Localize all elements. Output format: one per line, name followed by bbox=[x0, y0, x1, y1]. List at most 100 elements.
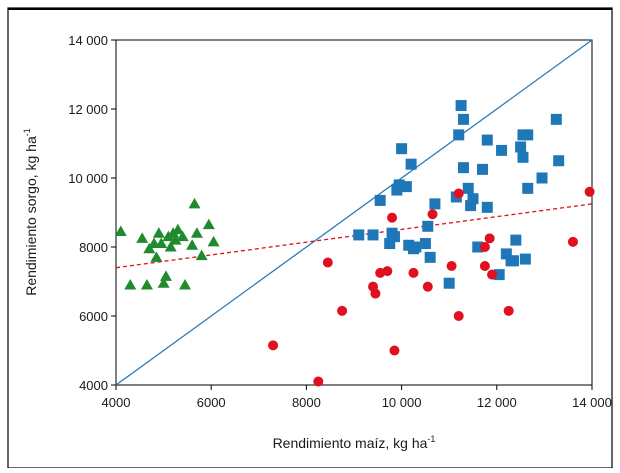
square-point bbox=[455, 100, 467, 112]
circle-point bbox=[503, 305, 514, 316]
circle-point bbox=[387, 212, 398, 223]
y-axis-label: Rendimiento sorgo, kg ha-1 bbox=[22, 128, 39, 296]
x-tick-label: 14 000 bbox=[572, 395, 612, 410]
triangle-point bbox=[207, 235, 220, 247]
y-tick-label: 6000 bbox=[79, 309, 108, 324]
square-point bbox=[536, 172, 548, 184]
triangle-point bbox=[171, 223, 184, 235]
square-point bbox=[443, 277, 455, 289]
circle-point bbox=[389, 345, 400, 356]
square-point bbox=[457, 113, 469, 125]
square-point bbox=[400, 181, 412, 193]
triangle-point bbox=[150, 251, 163, 262]
square-point bbox=[419, 238, 431, 250]
x-tick-label: 6000 bbox=[197, 395, 226, 410]
y-tick-label: 14 000 bbox=[68, 33, 108, 48]
identity-line bbox=[115, 39, 593, 386]
triangle-point bbox=[176, 230, 189, 242]
triangle-point bbox=[159, 270, 172, 281]
square-point bbox=[453, 129, 465, 141]
square-point bbox=[462, 182, 474, 194]
triangle-point bbox=[195, 249, 208, 261]
square-point bbox=[481, 201, 493, 213]
square-point bbox=[457, 162, 469, 174]
square-point bbox=[405, 158, 417, 170]
triangle-point bbox=[179, 278, 192, 290]
triangle-point bbox=[124, 278, 137, 290]
circle-point bbox=[479, 242, 490, 252]
circle-point bbox=[484, 233, 495, 244]
circle-point bbox=[337, 305, 348, 316]
square-point bbox=[384, 238, 396, 250]
circle-point bbox=[382, 266, 393, 277]
circle-point bbox=[479, 260, 490, 271]
square-point bbox=[367, 229, 379, 241]
circle-point bbox=[446, 260, 457, 271]
circle-point bbox=[453, 188, 464, 199]
square-point bbox=[353, 229, 365, 241]
square-point bbox=[429, 198, 441, 210]
triangle-point bbox=[155, 237, 168, 249]
y-axis-ticks: 4000 6000 8000 10 000 12 000 14 000 bbox=[68, 33, 116, 393]
square-point bbox=[517, 151, 529, 163]
square-point bbox=[550, 113, 562, 125]
circle-point bbox=[370, 288, 381, 299]
square-point bbox=[522, 129, 534, 141]
square-point bbox=[507, 255, 519, 267]
square-point bbox=[467, 193, 479, 205]
square-point bbox=[422, 220, 434, 232]
square-point bbox=[500, 248, 512, 260]
triangle-point bbox=[140, 278, 153, 290]
triangle-point bbox=[202, 218, 215, 230]
circle-point bbox=[408, 267, 419, 278]
y-tick-label: 12 000 bbox=[68, 102, 108, 117]
triangle-point bbox=[169, 234, 182, 245]
triangle-point bbox=[157, 277, 170, 288]
square-point bbox=[493, 269, 505, 281]
square-point bbox=[481, 134, 493, 146]
circle-point bbox=[584, 186, 595, 197]
square-point bbox=[472, 241, 484, 253]
y-tick-label: 4000 bbox=[79, 378, 108, 393]
triangle-point bbox=[190, 227, 203, 238]
circle-point bbox=[268, 340, 279, 351]
square-point bbox=[388, 231, 400, 243]
square-point bbox=[553, 155, 565, 167]
data-points bbox=[114, 100, 595, 387]
reference-lines bbox=[115, 39, 593, 386]
y-tick-label: 8000 bbox=[79, 240, 108, 255]
circle-point bbox=[422, 281, 433, 292]
circle-point bbox=[567, 236, 578, 247]
triangle-point bbox=[164, 241, 177, 252]
triangle-point bbox=[188, 197, 201, 209]
circle-point bbox=[322, 257, 333, 268]
square-point bbox=[410, 241, 422, 253]
plot-area bbox=[115, 39, 593, 386]
square-point bbox=[393, 179, 405, 191]
square-point bbox=[396, 143, 408, 155]
circle-point bbox=[427, 209, 438, 220]
square-point bbox=[374, 194, 386, 206]
square-point bbox=[496, 144, 508, 156]
x-tick-label: 4000 bbox=[102, 395, 131, 410]
x-tick-label: 8000 bbox=[292, 395, 321, 410]
x-tick-label: 12 000 bbox=[477, 395, 517, 410]
x-axis-label: Rendimiento maíz, kg ha-1 bbox=[273, 434, 436, 451]
circle-point bbox=[487, 269, 498, 280]
square-point bbox=[510, 234, 522, 246]
x-tick-label: 10 000 bbox=[382, 395, 422, 410]
y-tick-label: 10 000 bbox=[68, 171, 108, 186]
triangle-point bbox=[136, 232, 149, 243]
square-point bbox=[519, 253, 531, 265]
x-axis-ticks: 4000 6000 8000 10 000 12 000 14 000 bbox=[102, 385, 612, 410]
circle-point bbox=[453, 311, 464, 321]
circle-point bbox=[313, 376, 324, 387]
square-point bbox=[515, 141, 527, 153]
triangle-point bbox=[186, 239, 199, 250]
square-point bbox=[465, 200, 477, 212]
square-point bbox=[424, 251, 436, 263]
square-point bbox=[477, 163, 489, 175]
square-point bbox=[522, 182, 534, 194]
